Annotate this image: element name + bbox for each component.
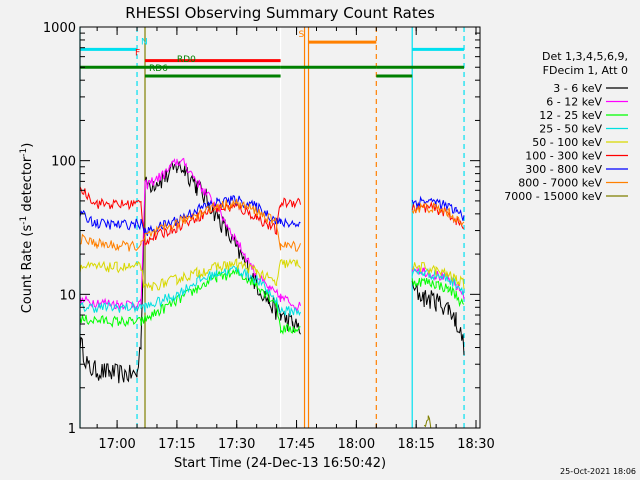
x-tick-label: 18:00: [338, 437, 375, 452]
series-line: [79, 265, 301, 317]
y-axis-label-part: ): [20, 143, 35, 148]
state-bar-label: N: [141, 37, 148, 47]
legend-header: FDecim 1, Att 0: [543, 64, 628, 77]
legend-header: Det 1,3,4,5,6,9,: [542, 50, 628, 63]
series-line: [79, 186, 301, 246]
y-tick-label: 1: [68, 422, 76, 437]
x-tick-label: 18:15: [397, 437, 434, 452]
y-axis-label: Count Rate (s-1 detector-1): [19, 143, 35, 314]
x-tick-label: 17:45: [278, 437, 315, 452]
y-axis-label-sup: -1: [19, 148, 29, 157]
chart-title: RHESSI Observing Summary Count Rates: [125, 4, 435, 22]
series-line: [412, 261, 465, 289]
legend-entry-label: 3 - 6 keV: [553, 82, 602, 95]
footer-timestamp: 25-Oct-2021 18:06: [560, 467, 636, 476]
series-line: [411, 195, 465, 221]
legend-entry-label: 100 - 300 keV: [525, 150, 602, 163]
series-line: [79, 198, 301, 252]
legend-entry-label: 50 - 100 keV: [532, 136, 602, 149]
x-tick-label: 17:15: [158, 437, 195, 452]
y-axis-label-part: detector: [20, 156, 35, 216]
y-tick-label: 1000: [43, 21, 76, 36]
series-line: [411, 268, 465, 296]
series-line: [79, 258, 301, 292]
series-line: [411, 280, 465, 356]
y-axis-label-sup: -1: [19, 216, 29, 225]
series-line: [411, 202, 465, 226]
x-tick-label: 17:00: [98, 437, 135, 452]
state-bar-label: F: [135, 49, 140, 59]
y-tick-label: 100: [51, 155, 76, 170]
y-tick-label: 10: [59, 288, 76, 303]
axes: 1 10 100 1000 17:00 17:15 17:30 17:45 18:00 18:15…: [43, 21, 495, 452]
state-bar-label: RD6: [149, 64, 168, 74]
series-line: [79, 160, 301, 384]
x-axis-label: Start Time (24-Dec-13 16:50:42): [174, 456, 386, 471]
y-axis-label-part: Count Rate (s: [20, 225, 35, 314]
legend-entry-label: 300 - 800 keV: [525, 163, 602, 176]
x-tick-label: 18:30: [457, 437, 494, 452]
legend-entry-label: 12 - 25 keV: [539, 109, 602, 122]
plot-area: NF RD0 RD6 S: [79, 27, 465, 429]
series-line: [79, 267, 301, 335]
plot-frame: [79, 26, 481, 429]
series-line: [423, 415, 433, 429]
legend: Det 1,3,4,5,6,9,FDecim 1, Att 0 3 - 6 keV…: [504, 50, 628, 203]
legend-entry-label: 6 - 12 keV: [546, 96, 602, 109]
legend-entry-label: 25 - 50 keV: [539, 123, 602, 136]
legend-entry-label: 7000 - 15000 keV: [504, 190, 602, 203]
x-tick-label: 17:30: [218, 437, 255, 452]
legend-entry-label: 800 - 7000 keV: [518, 177, 602, 190]
state-bar-label: S: [299, 30, 305, 40]
series-line: [411, 277, 465, 308]
series-line: [79, 157, 301, 313]
state-bar-label: RD0: [177, 55, 196, 65]
